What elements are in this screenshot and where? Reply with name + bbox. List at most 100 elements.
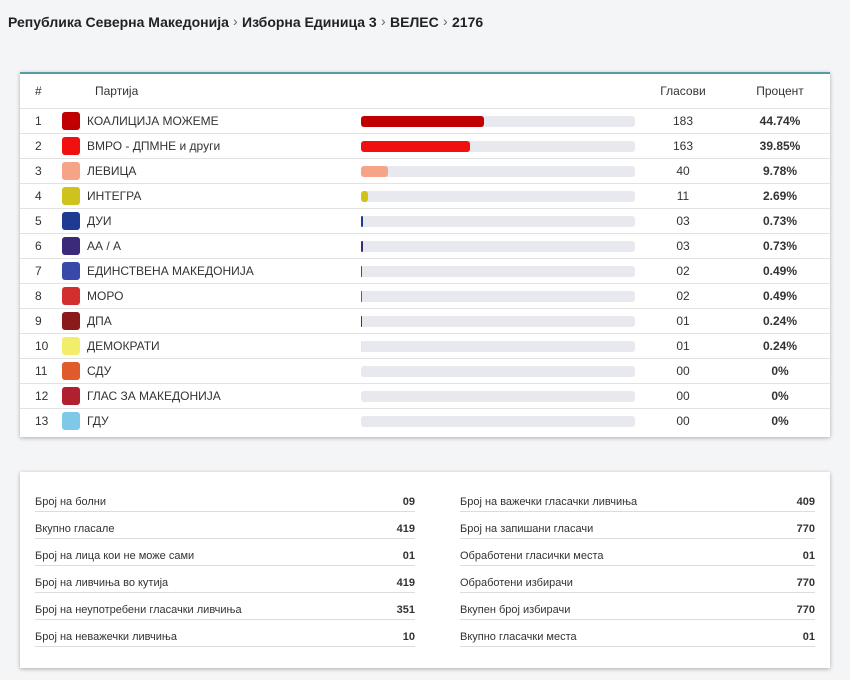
stat-divider [35, 619, 415, 620]
percent: 0.24% [762, 339, 798, 353]
row-number: 13 [35, 414, 49, 428]
row-number: 9 [35, 314, 42, 328]
votes: 40 [676, 164, 690, 178]
stat-label: Обработени гласички места [460, 550, 604, 562]
header-cell: # [35, 84, 42, 98]
party-logo [62, 237, 80, 255]
party-logo [62, 387, 80, 405]
stats-card [20, 472, 830, 668]
stat-divider [35, 592, 415, 593]
party-name: МОРО [87, 289, 124, 303]
bar-track [361, 266, 635, 277]
party-logo [62, 187, 80, 205]
stat-divider [460, 619, 815, 620]
row-divider [20, 308, 830, 309]
row-number: 1 [35, 114, 42, 128]
stat-value: 409 [796, 496, 815, 508]
bar-track [361, 216, 635, 227]
stat-divider [460, 646, 815, 647]
votes: 163 [672, 139, 694, 153]
party-name: ГДУ [87, 414, 109, 428]
row-number: 7 [35, 264, 42, 278]
percent: 0.73% [762, 214, 798, 228]
votes: 00 [676, 389, 690, 403]
row-number: 5 [35, 214, 42, 228]
stat-label: Вкупен број избирачи [460, 604, 571, 616]
breadcrumb-item[interactable]: ВЕЛЕС [390, 14, 439, 30]
votes: 01 [676, 339, 690, 353]
row-divider [20, 333, 830, 334]
breadcrumb-item[interactable]: Изборна Единица 3 [242, 14, 377, 30]
stat-divider [460, 538, 815, 539]
row-divider [20, 258, 830, 259]
row-divider [20, 408, 830, 409]
party-name: ВМРО - ДПМНЕ и други [87, 139, 221, 153]
stat-label: Број на болни [35, 496, 107, 508]
row-divider [20, 208, 830, 209]
row-number: 4 [35, 189, 42, 203]
breadcrumb-item[interactable]: Република Северна Македонија [8, 14, 229, 30]
votes: 03 [676, 214, 690, 228]
party-logo [62, 112, 80, 130]
stat-label: Број на запишани гласачи [460, 523, 594, 535]
party-logo [62, 262, 80, 280]
breadcrumb-separator: › [233, 13, 238, 29]
stat-value: 10 [402, 631, 415, 643]
bar-track [361, 341, 635, 352]
bar [361, 216, 363, 227]
party-name: ДЕМОКРАТИ [87, 339, 160, 353]
party-logo [62, 162, 80, 180]
bar-track [361, 391, 635, 402]
percent: 39.85% [759, 139, 801, 153]
stat-value: 419 [396, 577, 415, 589]
bar-track [361, 116, 635, 127]
row-number: 6 [35, 239, 42, 253]
header-cell: Процент [756, 84, 804, 98]
stat-label: Број на неупотребени гласачки ливчиња [35, 604, 242, 616]
votes: 01 [676, 314, 690, 328]
votes: 11 [676, 189, 690, 203]
stat-divider [35, 646, 415, 647]
party-name: ДУИ [87, 214, 112, 228]
party-logo [62, 312, 80, 330]
percent: 0.49% [762, 289, 798, 303]
row-divider [20, 383, 830, 384]
stat-divider [35, 538, 415, 539]
bar [361, 341, 362, 352]
stat-divider [460, 592, 815, 593]
bar [361, 241, 363, 252]
row-number: 10 [35, 339, 49, 353]
row-divider [20, 358, 830, 359]
percent: 44.74% [759, 114, 801, 128]
row-divider [20, 133, 830, 134]
stat-divider [35, 565, 415, 566]
percent: 0.73% [762, 239, 798, 253]
stat-value: 770 [796, 577, 815, 589]
bar-track [361, 241, 635, 252]
bar-track [361, 316, 635, 327]
header-cell: Гласови [660, 84, 706, 98]
row-divider [20, 283, 830, 284]
percent: 9.78% [762, 164, 798, 178]
party-logo [62, 412, 80, 430]
party-name: ГЛАС ЗА МАКЕДОНИЈА [87, 389, 221, 403]
percent: 0% [771, 389, 789, 403]
row-number: 3 [35, 164, 42, 178]
bar-track [361, 416, 635, 427]
header-cell: Партија [95, 84, 139, 98]
bar-track [361, 141, 635, 152]
stat-label: Број на лица кои не може сами [35, 550, 195, 562]
breadcrumb-separator: › [443, 13, 448, 29]
party-name: КОАЛИЦИЈА МОЖЕМЕ [87, 114, 219, 128]
stat-value: 01 [802, 550, 815, 562]
percent: 0% [771, 414, 789, 428]
stat-value: 419 [396, 523, 415, 535]
percent: 0.24% [762, 314, 798, 328]
bar [361, 116, 484, 127]
stat-divider [460, 511, 815, 512]
stat-label: Вкупно гласачки места [460, 631, 577, 643]
stat-label: Број на неважечки ливчиња [35, 631, 177, 643]
stat-value: 01 [802, 631, 815, 643]
bar [361, 266, 363, 277]
breadcrumb-item: 2176 [452, 14, 484, 30]
